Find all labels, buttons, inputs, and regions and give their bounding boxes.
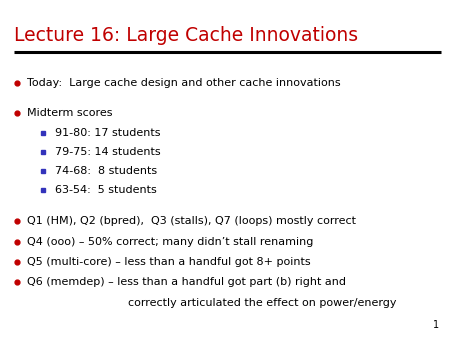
Text: Midterm scores: Midterm scores — [27, 108, 112, 118]
Text: Lecture 16: Large Cache Innovations: Lecture 16: Large Cache Innovations — [14, 26, 358, 45]
Text: 91-80: 17 students: 91-80: 17 students — [55, 128, 160, 138]
Text: correctly articulated the effect on power/energy: correctly articulated the effect on powe… — [128, 297, 397, 308]
Text: Today:  Large cache design and other cache innovations: Today: Large cache design and other cach… — [27, 78, 341, 88]
Text: 74-68:  8 students: 74-68: 8 students — [55, 166, 157, 176]
Text: Q1 (HM), Q2 (bpred),  Q3 (stalls), Q7 (loops) mostly correct: Q1 (HM), Q2 (bpred), Q3 (stalls), Q7 (lo… — [27, 216, 356, 226]
Text: 1: 1 — [432, 319, 439, 330]
Text: Q5 (multi-core) – less than a handful got 8+ points: Q5 (multi-core) – less than a handful go… — [27, 257, 310, 267]
Text: 79-75: 14 students: 79-75: 14 students — [55, 147, 161, 157]
Text: Q4 (ooo) – 50% correct; many didn’t stall renaming: Q4 (ooo) – 50% correct; many didn’t stal… — [27, 237, 313, 247]
Text: 63-54:  5 students: 63-54: 5 students — [55, 185, 157, 195]
Text: Q6 (memdep) – less than a handful got part (b) right and: Q6 (memdep) – less than a handful got pa… — [27, 277, 346, 287]
